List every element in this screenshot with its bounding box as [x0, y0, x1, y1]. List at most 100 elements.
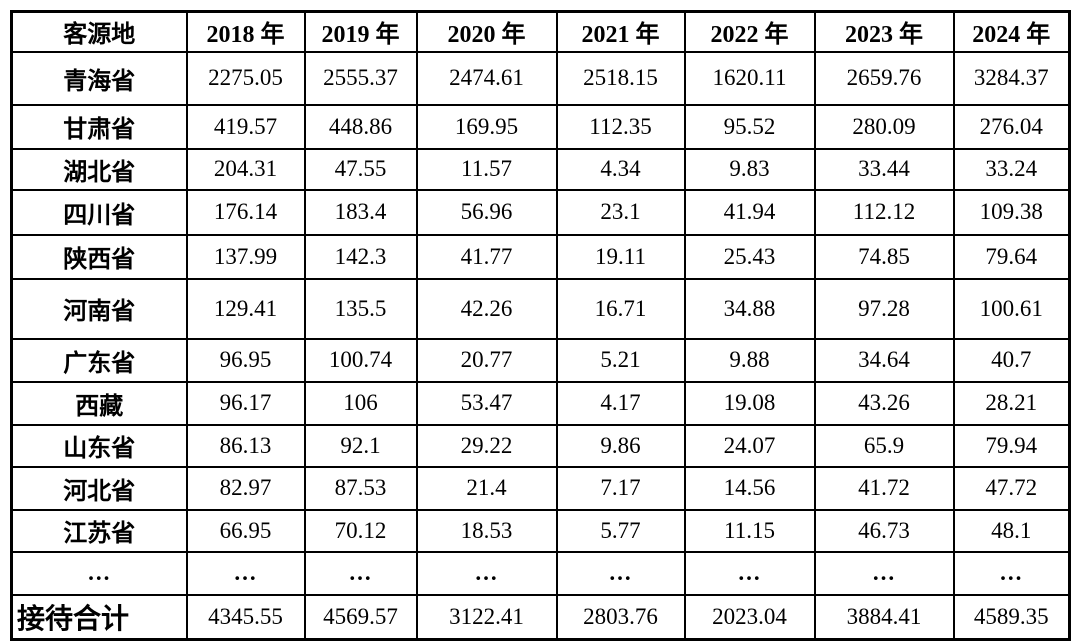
table-cell: 112.35 [555, 103, 686, 150]
table-cell: 106 [303, 380, 418, 426]
table-cell: 43.26 [813, 380, 955, 426]
row-label: 江苏省 [10, 508, 188, 553]
row-label: … [10, 550, 188, 596]
table-cell: 41.77 [415, 233, 558, 280]
table-cell: 70.12 [303, 508, 418, 553]
table-cell: 112.12 [813, 188, 955, 236]
table-cell: 79.94 [952, 423, 1071, 468]
table-row: 河南省 129.41 135.5 42.26 16.71 34.88 97.28… [10, 277, 1071, 340]
row-label: 山东省 [10, 423, 188, 468]
table-cell: 135.5 [303, 277, 418, 340]
table-cell: 42.26 [415, 277, 558, 340]
table-cell: 3284.37 [952, 50, 1071, 106]
table-cell: 87.53 [303, 465, 418, 511]
table-cell: 100.61 [952, 277, 1071, 340]
row-label: 甘肃省 [10, 103, 188, 150]
table-cell: 41.94 [683, 188, 816, 236]
table-cell: 3884.41 [813, 593, 955, 641]
table-row: 江苏省 66.95 70.12 18.53 5.77 11.15 46.73 4… [10, 508, 1071, 553]
table-cell: 448.86 [303, 103, 418, 150]
table-cell: … [952, 550, 1071, 596]
table-cell: 20.77 [415, 337, 558, 383]
table-cell: 4589.35 [952, 593, 1071, 641]
row-label: 四川省 [10, 188, 188, 236]
table-cell: 33.44 [813, 147, 955, 191]
column-header-2023: 2023 年 [813, 10, 955, 53]
table-cell: 96.95 [185, 337, 306, 383]
row-label: 河北省 [10, 465, 188, 511]
table-cell: 34.88 [683, 277, 816, 340]
table-cell: 21.4 [415, 465, 558, 511]
table-cell: 2659.76 [813, 50, 955, 106]
table-cell: 11.57 [415, 147, 558, 191]
table-cell: 129.41 [185, 277, 306, 340]
table-cell: 47.72 [952, 465, 1071, 511]
table-cell: 24.07 [683, 423, 816, 468]
table-cell: 2518.15 [555, 50, 686, 106]
table-cell: 48.1 [952, 508, 1071, 553]
table-row: 青海省 2275.05 2555.37 2474.61 2518.15 1620… [10, 50, 1071, 106]
table-cell: … [303, 550, 418, 596]
table-cell: 33.24 [952, 147, 1071, 191]
column-header-2020: 2020 年 [415, 10, 558, 53]
table-cell: 9.86 [555, 423, 686, 468]
column-header-2019: 2019 年 [303, 10, 418, 53]
table-cell: 79.64 [952, 233, 1071, 280]
table-cell: 46.73 [813, 508, 955, 553]
table-row: 湖北省 204.31 47.55 11.57 4.34 9.83 33.44 3… [10, 147, 1071, 191]
table-cell: 183.4 [303, 188, 418, 236]
table-cell: 16.71 [555, 277, 686, 340]
column-header-2022: 2022 年 [683, 10, 816, 53]
table-cell: 9.83 [683, 147, 816, 191]
table-cell: 53.47 [415, 380, 558, 426]
table-cell: 2275.05 [185, 50, 306, 106]
table-cell: 137.99 [185, 233, 306, 280]
table-cell: 204.31 [185, 147, 306, 191]
total-row: 接待合计 4345.55 4569.57 3122.41 2803.76 202… [10, 593, 1071, 641]
table-cell: 419.57 [185, 103, 306, 150]
table-cell: 4345.55 [185, 593, 306, 641]
table-cell: 95.52 [683, 103, 816, 150]
table-row: 河北省 82.97 87.53 21.4 7.17 14.56 41.72 47… [10, 465, 1071, 511]
column-header-2018: 2018 年 [185, 10, 306, 53]
table-cell: 11.15 [683, 508, 816, 553]
table-cell: 109.38 [952, 188, 1071, 236]
row-label: 湖北省 [10, 147, 188, 191]
table-row: 广东省 96.95 100.74 20.77 5.21 9.88 34.64 4… [10, 337, 1071, 383]
table-cell: 47.55 [303, 147, 418, 191]
table-cell: 29.22 [415, 423, 558, 468]
table-cell: 276.04 [952, 103, 1071, 150]
table-cell: 176.14 [185, 188, 306, 236]
total-row-label: 接待合计 [10, 593, 188, 641]
header-row: 客源地 2018 年 2019 年 2020 年 2021 年 2022 年 2… [10, 10, 1071, 53]
ellipsis-row: … … … … … … … … [10, 550, 1071, 596]
table-cell: … [555, 550, 686, 596]
table-cell: 40.7 [952, 337, 1071, 383]
visitor-source-table: 客源地 2018 年 2019 年 2020 年 2021 年 2022 年 2… [10, 10, 1071, 641]
table-cell: 3122.41 [415, 593, 558, 641]
table-cell: 1620.11 [683, 50, 816, 106]
table-row: 西藏 96.17 106 53.47 4.17 19.08 43.26 28.2… [10, 380, 1071, 426]
table-cell: 5.77 [555, 508, 686, 553]
table-cell: 2803.76 [555, 593, 686, 641]
table-cell: 2555.37 [303, 50, 418, 106]
table-cell: 25.43 [683, 233, 816, 280]
table-cell: … [415, 550, 558, 596]
table-cell: 97.28 [813, 277, 955, 340]
table-cell: 66.95 [185, 508, 306, 553]
table-cell: 2023.04 [683, 593, 816, 641]
table-cell: 41.72 [813, 465, 955, 511]
table-cell: 14.56 [683, 465, 816, 511]
table-cell: 92.1 [303, 423, 418, 468]
table-cell: 74.85 [813, 233, 955, 280]
table-cell: 19.08 [683, 380, 816, 426]
table-cell: … [185, 550, 306, 596]
row-label: 河南省 [10, 277, 188, 340]
table-cell: 100.74 [303, 337, 418, 383]
table-cell: 19.11 [555, 233, 686, 280]
table-row: 甘肃省 419.57 448.86 169.95 112.35 95.52 28… [10, 103, 1071, 150]
column-header-source: 客源地 [10, 10, 188, 53]
table-cell: 34.64 [813, 337, 955, 383]
table-cell: 9.88 [683, 337, 816, 383]
